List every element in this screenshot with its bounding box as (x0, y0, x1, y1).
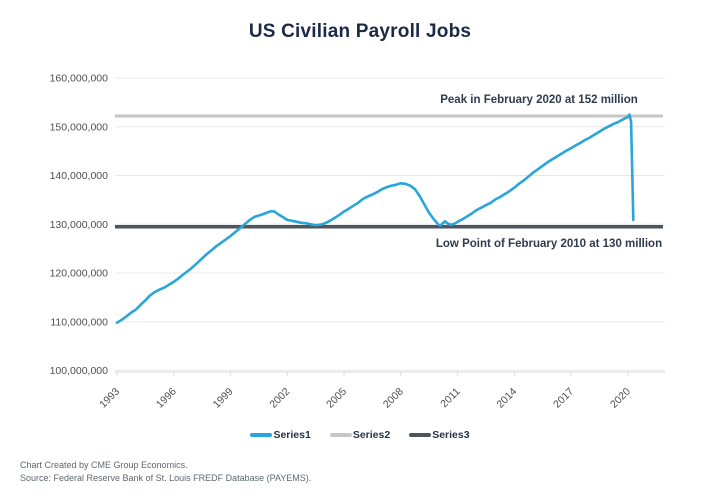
annotation-low: Low Point of February 2010 at 130 millio… (435, 238, 663, 250)
legend-item-series1: Series1 (250, 429, 311, 441)
svg-text:130,000,000: 130,000,000 (50, 219, 109, 231)
svg-text:1993: 1993 (97, 386, 122, 411)
svg-text:120,000,000: 120,000,000 (50, 268, 109, 280)
svg-text:1999: 1999 (211, 386, 236, 411)
chart-legend: Series1 Series2 Series3 (0, 429, 720, 441)
series3-line-swatch (409, 433, 432, 437)
legend-label-series1: Series1 (273, 429, 311, 441)
svg-text:2014: 2014 (494, 386, 519, 411)
svg-text:2011: 2011 (438, 386, 463, 411)
svg-text:110,000,000: 110,000,000 (50, 316, 108, 328)
chart-footer: Chart Created by CME Group Economics. So… (20, 459, 311, 485)
series2-line-swatch (329, 433, 352, 437)
svg-text:150,000,000: 150,000,000 (50, 121, 109, 133)
legend-item-series2: Series2 (329, 429, 391, 441)
svg-text:2002: 2002 (267, 386, 292, 411)
svg-text:2005: 2005 (324, 386, 349, 411)
svg-text:140,000,000: 140,000,000 (50, 170, 109, 182)
legend-label-series2: Series2 (352, 429, 391, 441)
legend-item-series3: Series3 (409, 429, 470, 441)
series1-line-swatch (250, 433, 273, 437)
svg-text:160,000,000: 160,000,000 (50, 73, 109, 85)
svg-text:2017: 2017 (551, 386, 576, 411)
chart-source: Source: Federal Reserve Bank of St. Loui… (20, 473, 312, 483)
chart-credit: Chart Created by CME Group Economics. (20, 460, 188, 470)
svg-text:2020: 2020 (608, 386, 633, 411)
page-title: US Civilian Payroll Jobs (248, 21, 472, 42)
legend-label-series3: Series3 (432, 429, 470, 441)
svg-text:100,000,000: 100,000,000 (50, 365, 109, 377)
svg-text:1996: 1996 (154, 386, 179, 411)
annotation-peak: Peak in February 2020 at 152 million (440, 94, 638, 106)
svg-text:2008: 2008 (381, 386, 406, 411)
